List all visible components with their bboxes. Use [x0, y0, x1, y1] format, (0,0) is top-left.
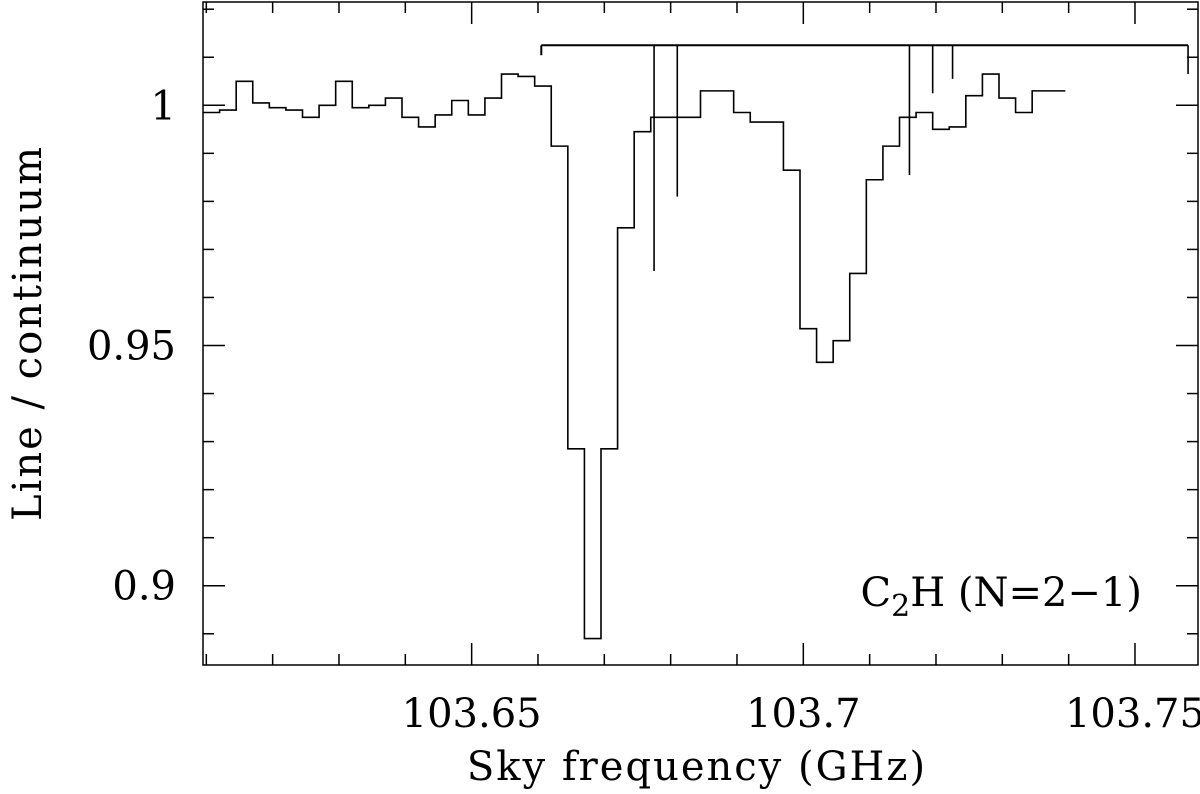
- y-tick-labels: 0.9 0.95 1: [87, 83, 176, 609]
- y-tick-label: 0.9: [112, 564, 176, 610]
- x-axis-label: Sky frequency (GHz): [467, 744, 927, 790]
- minor-ticks: [203, 2, 1198, 665]
- species-label-transition: H (N=2−1): [910, 570, 1142, 616]
- x-tick-label: 103.7: [746, 691, 861, 737]
- y-tick-label: 1: [151, 83, 176, 129]
- species-label: C2H (N=2−1): [861, 570, 1142, 624]
- y-tick-label: 0.95: [87, 324, 176, 370]
- major-ticks: [203, 2, 1198, 665]
- x-tick-label: 103.65: [402, 691, 542, 737]
- spectrum-step-line: [203, 73, 1066, 640]
- y-axis-label: Line / continuum: [5, 145, 51, 521]
- hyperfine-markers: [540, 44, 1189, 272]
- x-tick-labels: 103.65 103.7 103.75: [402, 691, 1200, 737]
- species-label-main: C: [861, 570, 892, 616]
- plot-frame: [202, 1, 1199, 666]
- x-tick-label: 103.75: [1065, 691, 1200, 737]
- species-label-subscript: 2: [891, 589, 910, 624]
